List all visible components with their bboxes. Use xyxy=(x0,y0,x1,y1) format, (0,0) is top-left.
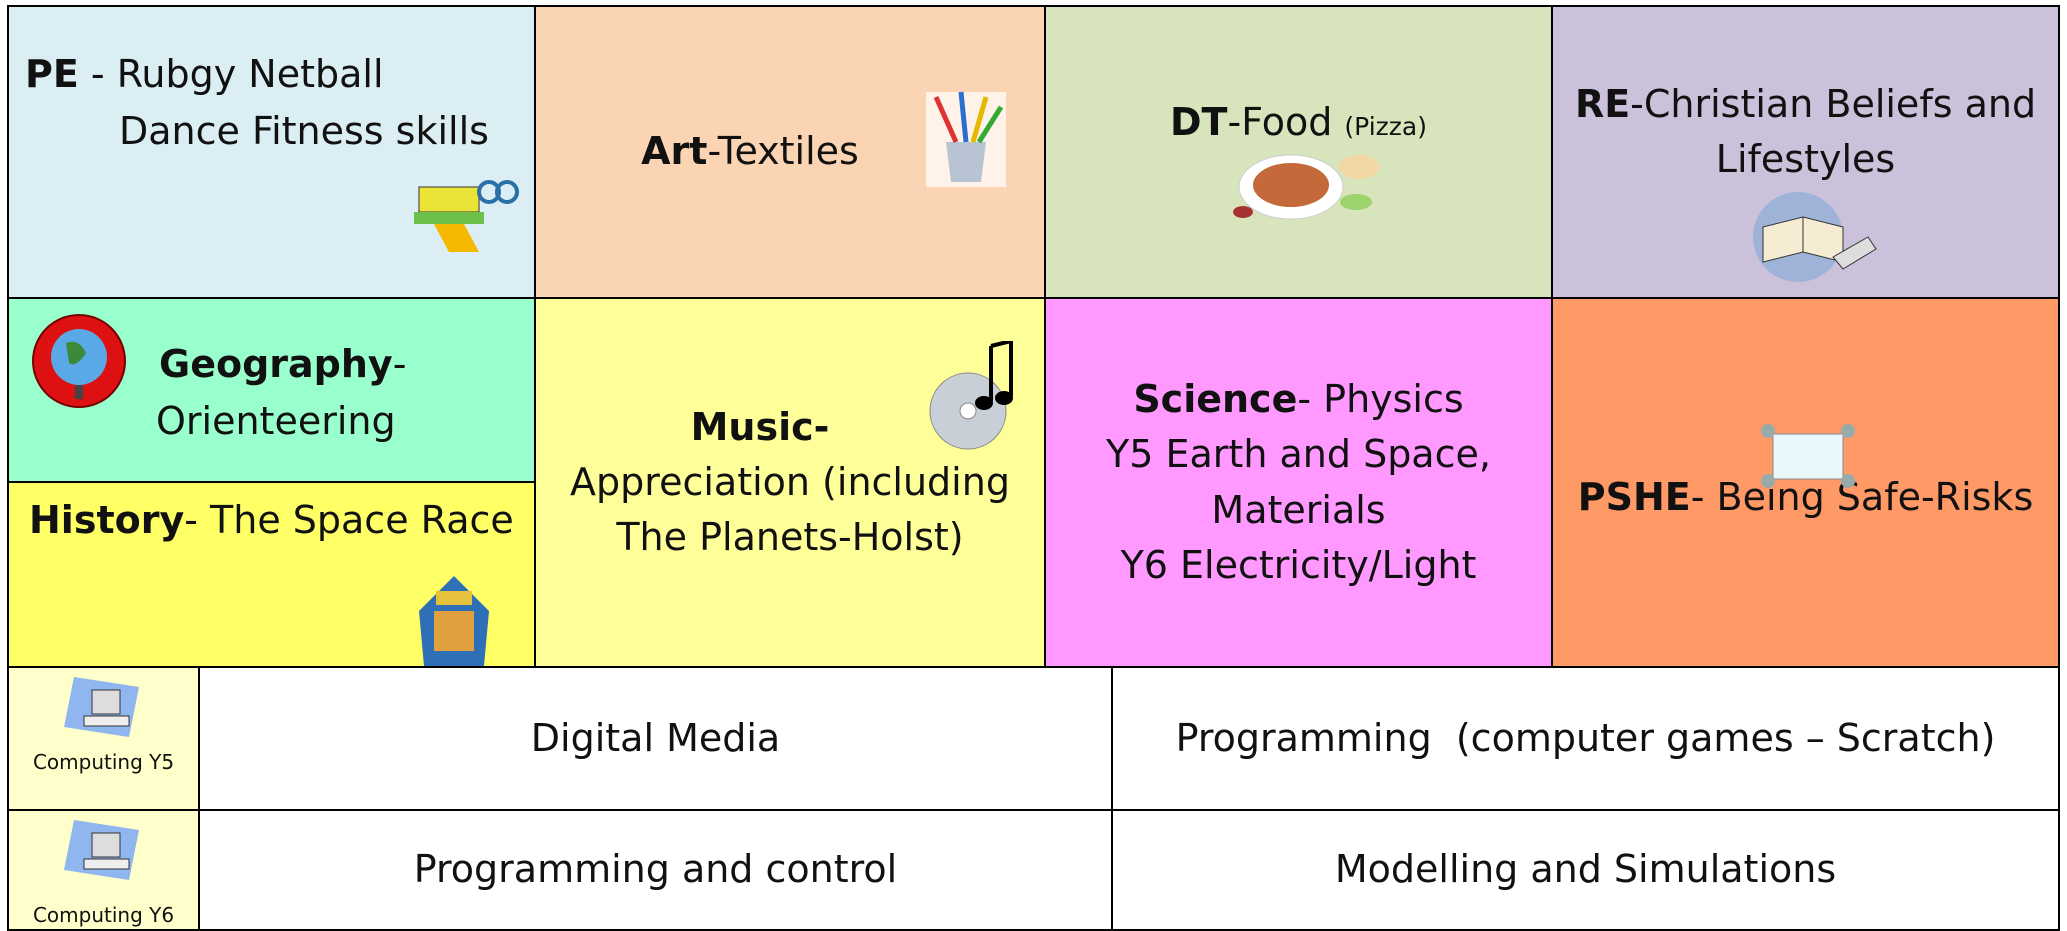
subject: Art xyxy=(641,129,708,174)
text: - Rubgy Netball xyxy=(90,52,384,96)
computing-unit: Programming and control xyxy=(198,809,1113,931)
text: Lifestyles xyxy=(1715,137,1896,182)
subject: PSHE xyxy=(1577,474,1691,519)
text: -Textiles xyxy=(707,129,859,174)
music-icon xyxy=(929,341,1013,450)
music-cell: Music- Appreciation (including The Plane… xyxy=(534,297,1046,668)
computer-icon xyxy=(64,677,139,737)
science-line: Materials xyxy=(1211,487,1386,532)
gym-icon xyxy=(414,180,519,252)
geography-text: Orienteering xyxy=(156,399,396,443)
history-cell: History- The Space Race xyxy=(7,481,536,668)
computing-unit: Digital Media xyxy=(198,666,1113,811)
art-cell: Art-Textiles xyxy=(534,5,1046,299)
note: (Pizza) xyxy=(1344,112,1427,141)
text: -Food xyxy=(1227,100,1333,144)
pe-cell: PE - Rubgy Netball Dance Fitness skills xyxy=(7,5,536,299)
book-icon xyxy=(1753,192,1877,282)
science-line: Y6 Electricity/Light xyxy=(1120,542,1477,587)
pshe-cell: PSHE- Being Safe-Risks xyxy=(1551,297,2060,668)
computing-unit: Programming (computer games – Scratch) xyxy=(1111,666,2060,811)
computing-label-cell: Computing Y5 xyxy=(7,666,200,811)
subject: History xyxy=(29,498,185,542)
text: - xyxy=(392,342,407,386)
pe-line2: Dance Fitness skills xyxy=(119,109,489,153)
computer-icon xyxy=(64,820,139,880)
science-cell: Science- Physics Y5 Earth and Space, Mat… xyxy=(1044,297,1553,668)
subject: PE xyxy=(25,52,79,96)
dt-cell: DT-Food (Pizza) xyxy=(1044,5,1553,299)
text: Programming (computer games – Scratch) xyxy=(1175,715,1996,760)
subject: Geography xyxy=(159,342,393,386)
pencils-icon xyxy=(926,91,1006,187)
computing-label: Computing Y6 xyxy=(32,903,175,927)
text: Programming and control xyxy=(413,847,898,892)
sign-icon xyxy=(1761,424,1855,488)
text: - The Space Race xyxy=(184,498,514,542)
computing-label-cell: Computing Y6 xyxy=(7,809,200,931)
globe-icon xyxy=(32,314,126,408)
text: - Being Safe-Risks xyxy=(1690,474,2034,519)
pe-line1: PE - Rubgy Netball xyxy=(25,47,384,102)
art-text: Art-Textiles xyxy=(641,124,859,179)
geography-title: Geography- xyxy=(159,337,406,392)
pizza-icon xyxy=(1233,154,1379,220)
text: - Physics xyxy=(1297,377,1464,422)
computing-label: Computing Y5 xyxy=(32,750,175,774)
music-title: Music- xyxy=(691,400,830,455)
geography-cell: Geography- Orienteering xyxy=(7,297,536,483)
text: -Christian Beliefs and xyxy=(1630,82,2037,126)
dt-text: DT-Food (Pizza) xyxy=(1046,95,1551,150)
subject: RE xyxy=(1574,82,1631,126)
re-text: RE-Christian Beliefs and Lifestyles xyxy=(1553,77,2058,187)
text: Digital Media xyxy=(530,715,781,760)
music-line2: The Planets-Holst) xyxy=(616,515,964,560)
pshe-text: PSHE- Being Safe-Risks xyxy=(1578,470,2034,525)
subject: Science xyxy=(1133,377,1298,422)
music-line1: Appreciation (including xyxy=(570,459,1010,504)
science-title: Science- Physics xyxy=(1133,372,1463,427)
re-cell: RE-Christian Beliefs and Lifestyles xyxy=(1551,5,2060,299)
history-text: History- The Space Race xyxy=(29,493,514,548)
pharaoh-icon xyxy=(419,576,489,666)
text: Modelling and Simulations xyxy=(1334,847,1837,892)
computing-unit: Modelling and Simulations xyxy=(1111,809,2060,931)
subject: DT xyxy=(1170,100,1228,144)
science-line: Y5 Earth and Space, xyxy=(1106,432,1491,477)
subject: Music- xyxy=(690,404,830,449)
